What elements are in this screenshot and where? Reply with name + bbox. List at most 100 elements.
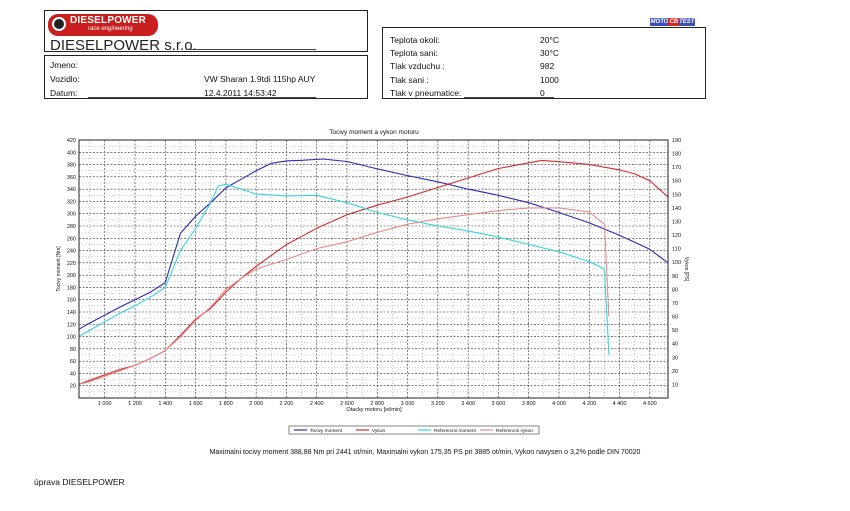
- y2-tick-label: 120: [672, 233, 681, 239]
- y-tick-label: 40: [70, 371, 76, 377]
- y-tick-label: 340: [67, 187, 76, 193]
- y-tick-label: 400: [67, 150, 76, 156]
- pneumatice-underline: [464, 97, 554, 98]
- y-tick-label: 260: [67, 236, 76, 242]
- x-tick-label: 3 600: [492, 401, 506, 407]
- x-tick-label: 4 200: [582, 401, 596, 407]
- x-tick-label: 2 000: [249, 401, 263, 407]
- tlak-vzduchu-label: Tlak vzduchu :: [390, 61, 445, 71]
- x-tick-label: 2 800: [370, 401, 384, 407]
- x-tick-label: 2 400: [310, 401, 324, 407]
- company-underline: [186, 49, 316, 50]
- series-line-power: [78, 159, 669, 385]
- logo-name: DIESELPOWER: [70, 15, 147, 26]
- motocbtest-badge: MOTOCBTEST: [650, 18, 695, 26]
- x-tick-label: 1 600: [189, 401, 203, 407]
- series-line-torque: [78, 158, 669, 330]
- y-tick-label: 60: [70, 359, 76, 365]
- y2-tick-label: 130: [672, 219, 681, 225]
- footer-text: úprava DIESELPOWER: [34, 477, 125, 487]
- tlak-sani-label: Tlak sani :: [390, 75, 429, 85]
- y-tick-label: 200: [67, 273, 76, 279]
- teplota-okoli-value: 20°C: [540, 35, 559, 45]
- y-tick-label: 140: [67, 310, 76, 316]
- x-axis-label: Otacky motoru [ot/min]: [346, 407, 402, 413]
- vozidlo-label: Vozidlo:: [50, 74, 80, 84]
- x-tick-label: 3 800: [522, 401, 536, 407]
- teplota-sani-label: Teplota sani:: [390, 48, 438, 58]
- logo-subtitle: race engineering: [88, 26, 133, 32]
- y2-tick-label: 140: [672, 206, 681, 212]
- y-tick-label: 220: [67, 261, 76, 267]
- legend-label-power: Vykon: [372, 428, 385, 434]
- legend-label-ref_torque: Referencni moment: [434, 428, 477, 434]
- tlak-pneumatice-label: Tlak v pneumatice:: [390, 88, 462, 98]
- y2-tick-label: 160: [672, 179, 681, 185]
- x-tick-label: 3 200: [431, 401, 445, 407]
- jmeno-label: Jmeno:: [50, 60, 78, 70]
- tlak-vzduchu-value: 982: [540, 61, 555, 71]
- brand-mid: CB: [668, 18, 680, 26]
- y-tick-label: 80: [70, 347, 76, 353]
- summary-text: Maximalni tocivy moment 388,88 Nm pri 24…: [209, 449, 641, 456]
- teplota-okoli-label: Teplota okoli:: [390, 35, 440, 45]
- wheel-icon: [52, 17, 66, 31]
- y2-tick-label: 10: [672, 382, 678, 388]
- y2-tick-label: 60: [672, 315, 678, 321]
- x-tick-label: 1 800: [219, 401, 233, 407]
- x-tick-label: 1 000: [98, 401, 112, 407]
- series-line-ref_power: [78, 207, 610, 385]
- x-tick-label: 2 600: [340, 401, 354, 407]
- y2-tick-label: 150: [672, 192, 681, 198]
- y-tick-label: 160: [67, 298, 76, 304]
- y-tick-label: 360: [67, 175, 76, 181]
- y2-tick-label: 170: [672, 165, 681, 171]
- y2-tick-label: 20: [672, 369, 678, 375]
- y2-tick-label: 50: [672, 328, 678, 334]
- y-tick-label: 420: [67, 138, 76, 144]
- y2-axis-label: Vykon [PS]: [683, 257, 689, 282]
- y2-tick-label: 90: [672, 274, 678, 280]
- x-tick-label: 1 400: [158, 401, 172, 407]
- y-axis-label: Tocivy moment [Nm]: [56, 246, 62, 292]
- tlak-sani-value: 1000: [540, 75, 559, 85]
- dieselpower-logo: DIESELPOWER race engineering: [48, 14, 158, 36]
- plot-frame: [78, 139, 669, 399]
- y2-tick-label: 110: [672, 247, 681, 253]
- y2-tick-label: 80: [672, 287, 678, 293]
- y-tick-label: 280: [67, 224, 76, 230]
- series-line-ref_torque: [78, 183, 610, 356]
- y-tick-label: 380: [67, 163, 76, 169]
- tlak-pneumatice-value: 0: [540, 88, 545, 98]
- datum-label: Datum:: [50, 88, 78, 98]
- x-tick-label: 4 000: [552, 401, 566, 407]
- y-tick-label: 100: [67, 335, 76, 341]
- chart-title: Tocivy moment a vykon motoru: [329, 129, 419, 136]
- x-tick-label: 3 400: [461, 401, 475, 407]
- y-tick-label: 120: [67, 322, 76, 328]
- brand-right: TEST: [679, 19, 695, 25]
- y-tick-label: 20: [70, 384, 76, 390]
- legend-label-ref_power: Referencni vykon: [496, 428, 533, 434]
- datum-value: 12.4.2011 14:53:42: [204, 88, 277, 98]
- legend-label-torque: Tocivy moment: [310, 428, 343, 434]
- y-tick-label: 240: [67, 249, 76, 255]
- x-tick-label: 4 400: [613, 401, 627, 407]
- teplota-sani-value: 30°C: [540, 48, 559, 58]
- brand-left: MOTO: [650, 19, 669, 25]
- x-tick-label: 3 000: [401, 401, 415, 407]
- y-tick-label: 300: [67, 212, 76, 218]
- y2-tick-label: 180: [672, 152, 681, 158]
- y2-tick-label: 190: [672, 138, 681, 144]
- y2-tick-label: 70: [672, 301, 678, 307]
- y-tick-label: 180: [67, 285, 76, 291]
- datum-underline: [88, 97, 316, 98]
- x-tick-label: 1 200: [128, 401, 142, 407]
- y-tick-label: 320: [67, 199, 76, 205]
- customer-box: [44, 55, 368, 99]
- legend-box: [288, 425, 540, 435]
- y2-tick-label: 40: [672, 342, 678, 348]
- y2-tick-label: 100: [672, 260, 681, 266]
- company-name: DIESELPOWER s.r.o.: [50, 37, 197, 54]
